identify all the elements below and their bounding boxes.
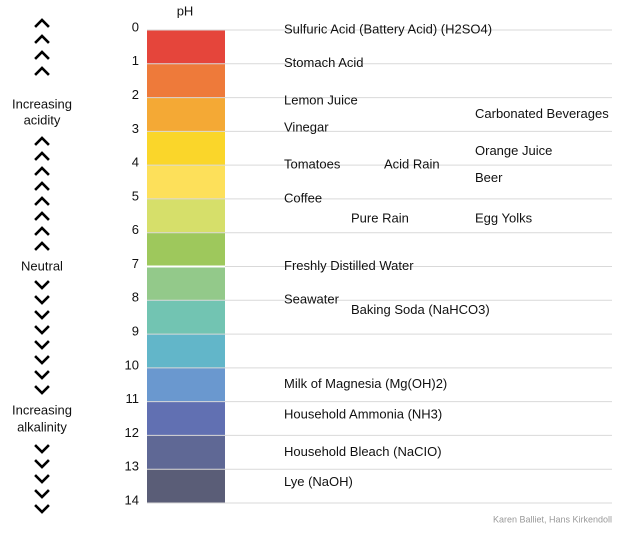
chevron-down (34, 385, 50, 395)
side-label: Increasing (12, 402, 72, 417)
chevron-down (34, 504, 50, 514)
chevron-down (34, 370, 50, 380)
chevron-up (34, 18, 50, 28)
ph-band (147, 469, 225, 503)
y-tick-label: 2 (132, 87, 139, 102)
ph-band (147, 334, 225, 368)
chevron-down (34, 444, 50, 454)
substance-label: Lemon Juice (284, 92, 358, 107)
substance-label: Household Ammonia (NH3) (284, 407, 442, 422)
substance-label: Pure Rain (351, 211, 409, 226)
chevron-down (34, 325, 50, 335)
y-tick-label: 5 (132, 188, 139, 203)
chevron-down (34, 280, 50, 290)
substance-label: Coffee (284, 190, 322, 205)
substance-label: Acid Rain (384, 157, 440, 172)
chevron-up (34, 211, 50, 221)
ph-band (147, 165, 225, 199)
substance-label: Baking Soda (NaHCO3) (351, 302, 490, 317)
chevron-down (34, 355, 50, 365)
chevron-up (34, 151, 50, 161)
chevron-up (34, 166, 50, 176)
chevron-up (34, 136, 50, 146)
substance-label: Household Bleach (NaCIO) (284, 444, 442, 459)
chevron-up (34, 50, 50, 60)
y-tick-label: 0 (132, 19, 139, 34)
substance-label: Tomatoes (284, 157, 341, 172)
substance-label: Stomach Acid (284, 55, 364, 70)
ph-band (147, 300, 225, 335)
ph-band (147, 97, 225, 132)
y-tick-label: 10 (125, 357, 139, 372)
chevron-down (34, 295, 50, 305)
ph-band (147, 401, 225, 436)
side-label: Increasing (12, 96, 72, 111)
y-tick-label: 4 (132, 155, 139, 170)
chevron-down (34, 340, 50, 350)
ph-band (147, 131, 225, 166)
chevron-up (34, 241, 50, 251)
chevron-down (34, 474, 50, 484)
substance-label: Sulfuric Acid (Battery Acid) (H2SO4) (284, 21, 492, 36)
credit: Karen Balliet, Hans Kirkendoll (493, 514, 612, 524)
ph-band (147, 63, 225, 98)
chevron-down (34, 459, 50, 469)
y-tick-label: 8 (132, 290, 139, 305)
y-tick-label: 9 (132, 324, 139, 339)
substance-label: Freshly Distilled Water (284, 258, 414, 273)
ph-band (147, 30, 225, 64)
side-label: alkalinity (17, 419, 67, 434)
substance-label: Orange Juice (475, 143, 552, 158)
substance-label: Lye (NaOH) (284, 474, 353, 489)
ph-band (147, 435, 225, 470)
y-tick-label: 1 (132, 53, 139, 68)
y-tick-label: 11 (126, 391, 140, 406)
y-tick-label: 13 (125, 459, 139, 474)
y-tick-label: 12 (125, 425, 139, 440)
chevron-up (34, 196, 50, 206)
ph-band (147, 266, 225, 301)
substance-label: Seawater (284, 292, 340, 307)
ph-band (147, 232, 225, 267)
y-tick-label: 7 (132, 256, 139, 271)
side-label: Neutral (21, 258, 63, 273)
chart-title: pH (177, 3, 194, 18)
substance-label: Beer (475, 170, 503, 185)
y-tick-label: 14 (125, 492, 139, 507)
substance-label: Carbonated Beverages (475, 106, 609, 121)
chevron-up (34, 66, 50, 76)
ph-band (147, 198, 225, 233)
chevron-up (34, 181, 50, 191)
side-label: acidity (24, 112, 61, 127)
chevron-down (34, 310, 50, 320)
chevron-up (34, 34, 50, 44)
substance-label: Milk of Magnesia (Mg(OH)2) (284, 376, 447, 391)
y-tick-label: 3 (132, 121, 139, 136)
substance-label: Egg Yolks (475, 211, 533, 226)
substance-label: Vinegar (284, 119, 329, 134)
chevron-down (34, 489, 50, 499)
y-tick-label: 6 (132, 222, 139, 237)
chevron-up (34, 226, 50, 236)
ph-band (147, 367, 225, 402)
